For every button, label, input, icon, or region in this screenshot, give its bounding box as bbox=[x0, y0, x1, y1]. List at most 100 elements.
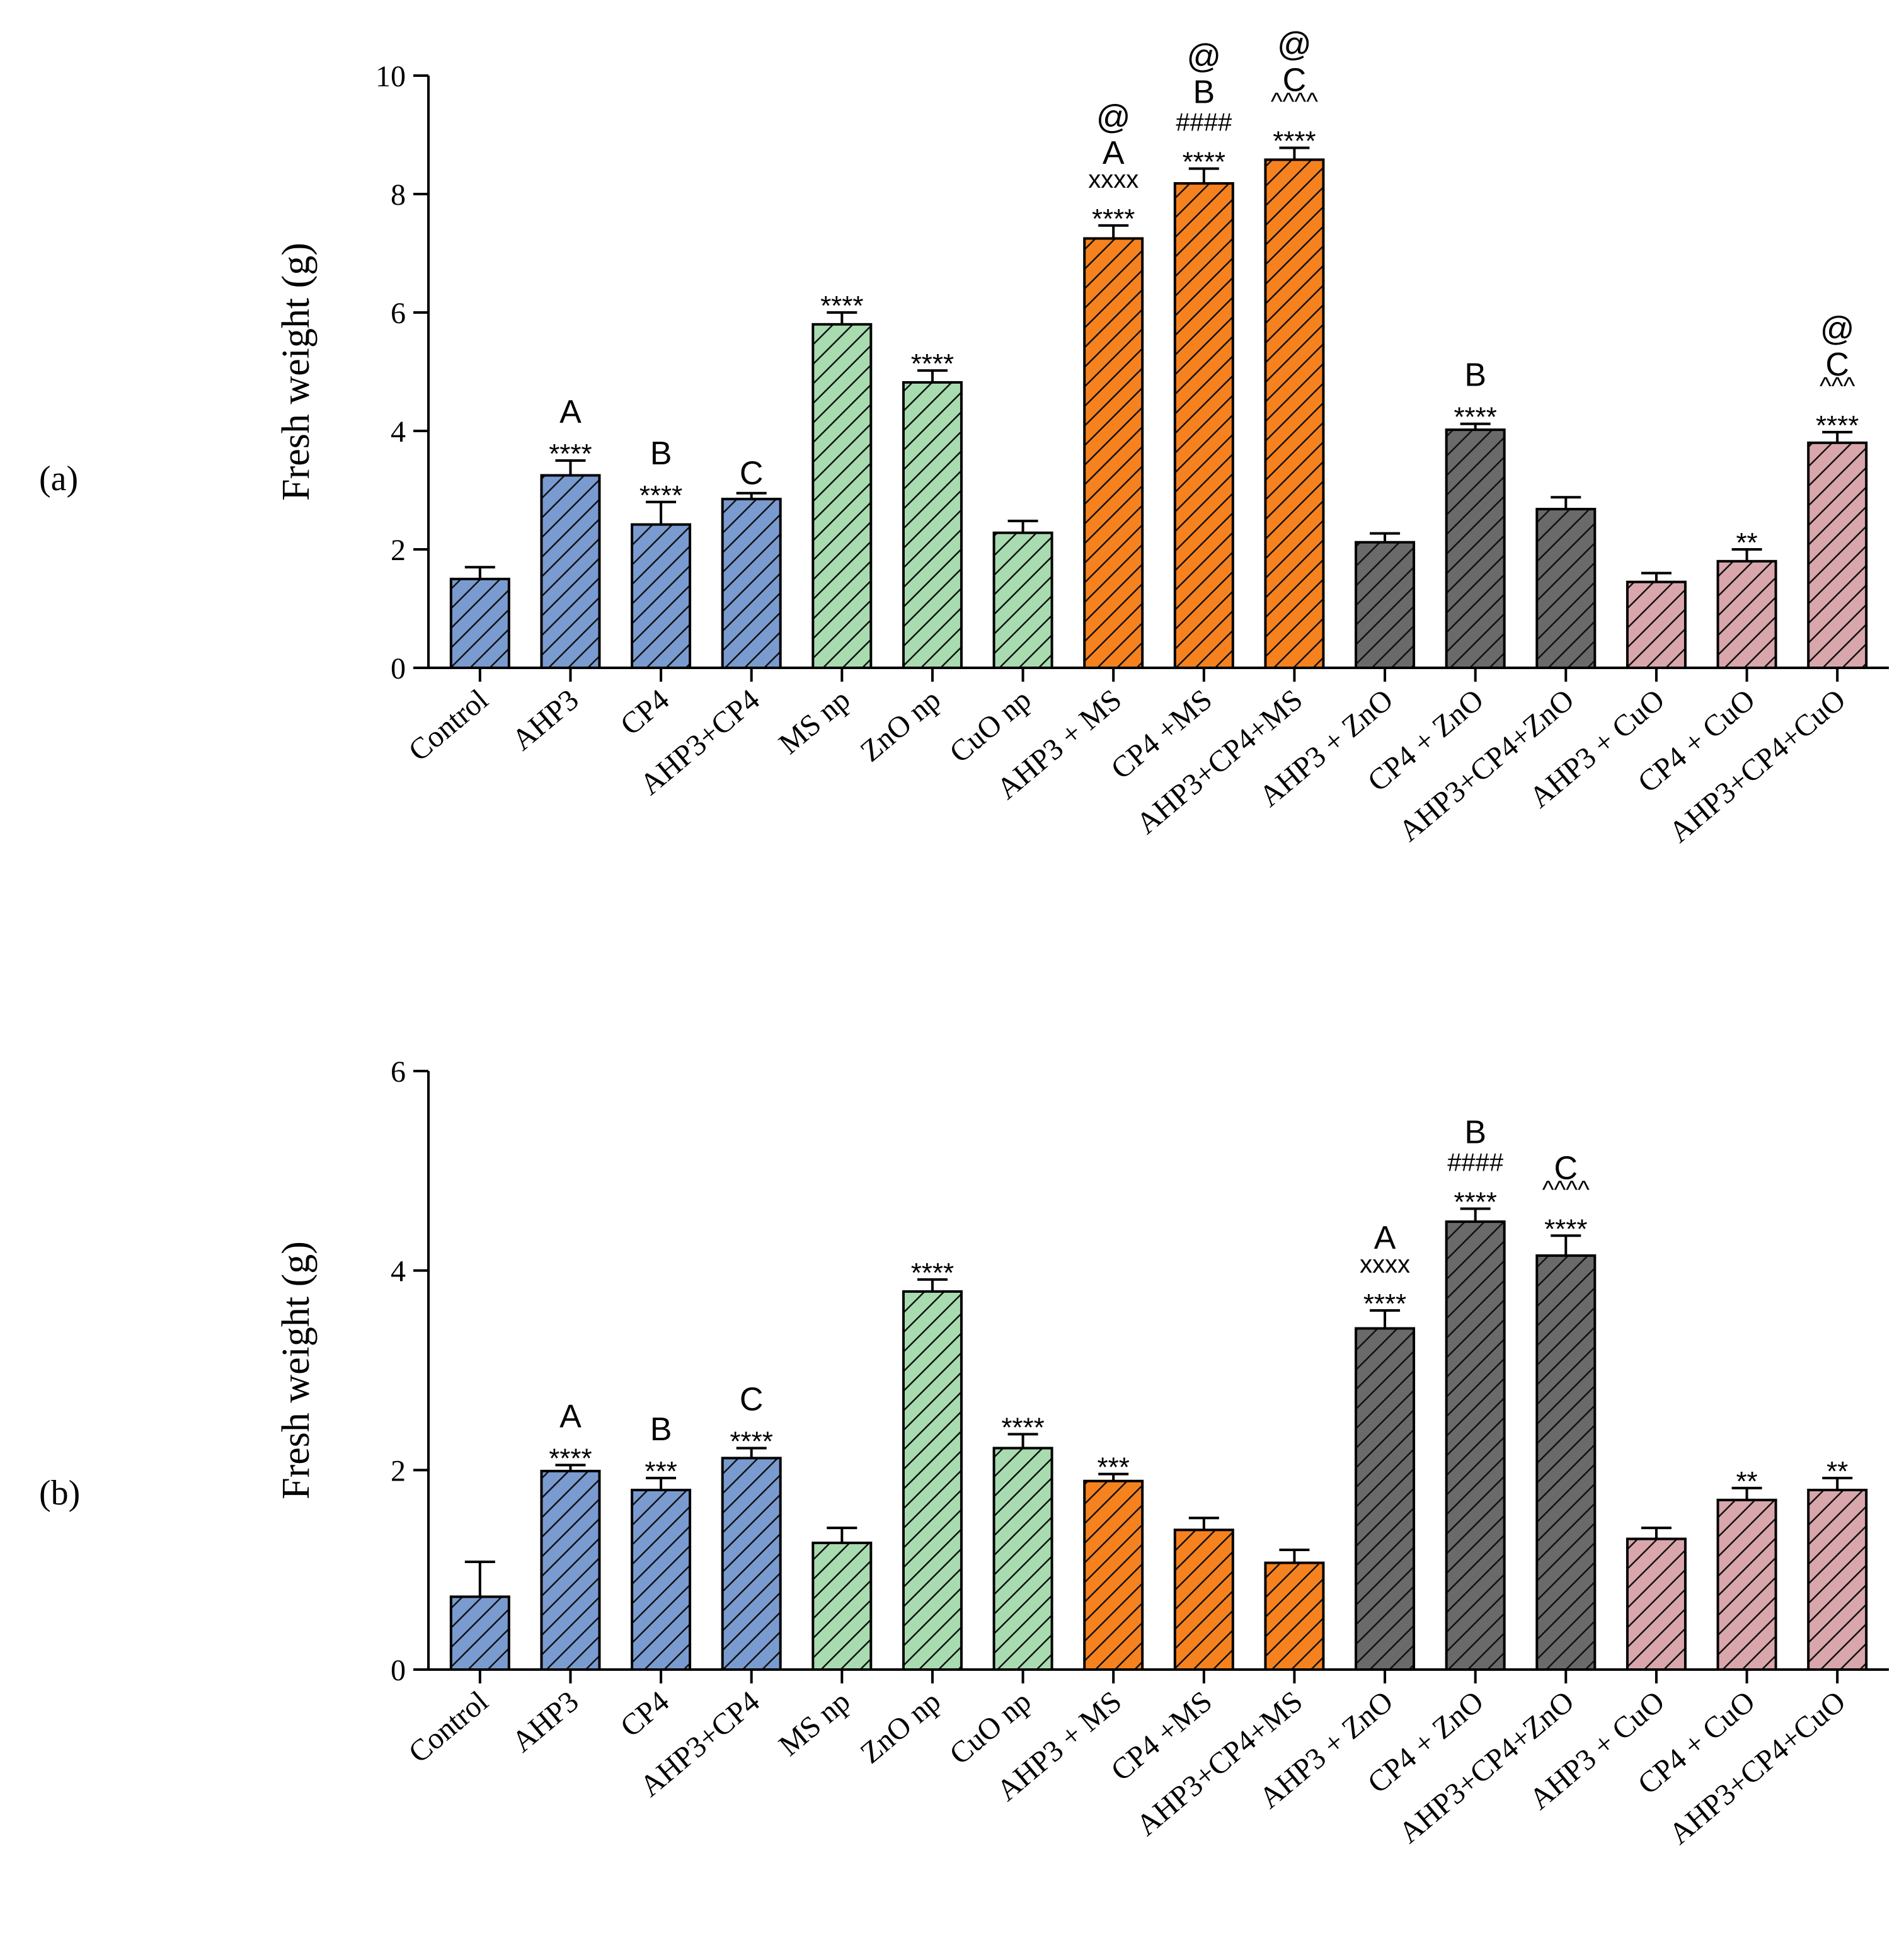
significance-annotation: @ bbox=[1820, 310, 1855, 348]
significance-annotation: xxxx bbox=[1360, 1251, 1410, 1278]
bar bbox=[1355, 1327, 1416, 1671]
significance-annotation: #### bbox=[1447, 1149, 1504, 1177]
bar bbox=[449, 1595, 510, 1671]
x-tick-label: Control bbox=[402, 683, 494, 768]
significance-annotation: ** bbox=[1827, 1456, 1848, 1487]
significance-annotation: **** bbox=[1363, 1288, 1407, 1319]
significance-annotation: **** bbox=[1273, 126, 1316, 157]
y-tick-label: 0 bbox=[391, 1654, 406, 1687]
significance-annotation: A bbox=[559, 1398, 582, 1435]
bar bbox=[721, 498, 782, 669]
significance-annotation: **** bbox=[549, 1443, 592, 1474]
x-tick-label: CP4 bbox=[614, 683, 675, 742]
bar bbox=[1807, 1489, 1868, 1671]
bar bbox=[1716, 1498, 1777, 1671]
y-tick-label: 4 bbox=[391, 415, 406, 449]
significance-annotation: B bbox=[650, 435, 672, 472]
significance-annotation: ** bbox=[1736, 527, 1757, 558]
bar bbox=[902, 381, 963, 669]
x-tick-label: AHP3 bbox=[505, 1685, 585, 1759]
significance-annotation: ^^^^ bbox=[1271, 88, 1318, 116]
significance-annotation: B bbox=[650, 1411, 672, 1448]
significance-annotation: *** bbox=[1098, 1452, 1130, 1483]
significance-annotation: @ bbox=[1186, 38, 1221, 76]
y-tick-label: 6 bbox=[391, 1055, 406, 1089]
y-axis-label: Fresh weight (g) bbox=[275, 243, 318, 501]
significance-annotation: xxxx bbox=[1088, 166, 1138, 193]
significance-annotation: @ bbox=[1277, 26, 1312, 64]
significance-annotation: **** bbox=[1001, 1412, 1045, 1443]
x-tick-label: Control bbox=[402, 1685, 494, 1770]
significance-annotation: ** bbox=[1736, 1466, 1757, 1497]
significance-annotation: **** bbox=[639, 480, 683, 511]
bar bbox=[1083, 237, 1144, 669]
significance-annotation: C bbox=[1554, 1150, 1578, 1186]
significance-annotation: #### bbox=[1176, 109, 1232, 137]
y-tick-label: 6 bbox=[391, 297, 406, 330]
y-tick-label: 8 bbox=[391, 178, 406, 212]
bar bbox=[902, 1290, 963, 1671]
significance-annotation: A bbox=[1103, 135, 1125, 171]
bar bbox=[992, 1447, 1053, 1671]
significance-annotation: B bbox=[1464, 1115, 1486, 1151]
significance-annotation: **** bbox=[911, 1258, 955, 1288]
bar bbox=[1173, 182, 1234, 669]
bar bbox=[1173, 1528, 1234, 1671]
significance-annotation: **** bbox=[1544, 1213, 1588, 1244]
significance-annotation: A bbox=[559, 394, 582, 430]
bar bbox=[631, 523, 692, 670]
bar bbox=[1264, 1561, 1325, 1671]
significance-annotation: ^^^^ bbox=[1542, 1176, 1590, 1203]
significance-annotation: **** bbox=[1092, 203, 1135, 234]
bar bbox=[1445, 428, 1506, 669]
bar bbox=[1083, 1479, 1144, 1671]
significance-annotation: **** bbox=[1816, 410, 1859, 441]
significance-annotation: A bbox=[1374, 1220, 1396, 1256]
y-tick-label: 4 bbox=[391, 1255, 406, 1288]
bar bbox=[540, 1469, 601, 1671]
x-tick-label: AHP3+CP4+MS bbox=[1130, 1685, 1309, 1842]
significance-annotation: *** bbox=[645, 1456, 677, 1487]
significance-annotation: B bbox=[1464, 357, 1486, 394]
significance-annotation: **** bbox=[1454, 402, 1497, 433]
significance-annotation: **** bbox=[1183, 147, 1226, 178]
significance-annotation: **** bbox=[1454, 1187, 1497, 1218]
panel-label: (a) bbox=[39, 459, 78, 498]
significance-annotation: **** bbox=[820, 290, 864, 321]
bar bbox=[721, 1457, 782, 1671]
significance-annotation: B bbox=[1193, 74, 1215, 111]
x-tick-label: MS np bbox=[772, 683, 856, 761]
x-tick-label: MS np bbox=[772, 1685, 856, 1763]
significance-annotation: C bbox=[1825, 347, 1849, 383]
x-tick-label: CP4 bbox=[614, 1685, 675, 1744]
y-tick-label: 0 bbox=[391, 652, 406, 685]
x-tick-label: ZnO np bbox=[854, 683, 947, 769]
y-tick-label: 10 bbox=[376, 60, 406, 93]
y-tick-label: 2 bbox=[391, 1454, 406, 1487]
significance-annotation: C bbox=[740, 456, 764, 492]
significance-annotation: @ bbox=[1096, 98, 1131, 136]
x-tick-label: AHP3+CP4+MS bbox=[1130, 683, 1309, 840]
bar bbox=[1535, 508, 1597, 670]
significance-annotation: C bbox=[740, 1382, 764, 1418]
bar bbox=[1626, 1537, 1687, 1671]
bar bbox=[1807, 441, 1868, 669]
bar bbox=[1716, 559, 1777, 669]
bar bbox=[1264, 158, 1325, 670]
significance-annotation: **** bbox=[549, 438, 592, 469]
bar bbox=[811, 323, 873, 669]
y-tick-label: 2 bbox=[391, 534, 406, 567]
x-tick-label: AHP3 bbox=[505, 683, 585, 757]
panel-label: (b) bbox=[39, 1474, 80, 1513]
significance-annotation: ^^^ bbox=[1820, 372, 1855, 400]
bar bbox=[449, 578, 510, 669]
bar bbox=[540, 474, 601, 669]
significance-annotation: C bbox=[1283, 62, 1307, 99]
y-axis-label: Fresh weight (g) bbox=[275, 1241, 318, 1499]
significance-annotation: **** bbox=[730, 1426, 773, 1457]
bar bbox=[992, 531, 1053, 669]
bar bbox=[1355, 541, 1416, 669]
